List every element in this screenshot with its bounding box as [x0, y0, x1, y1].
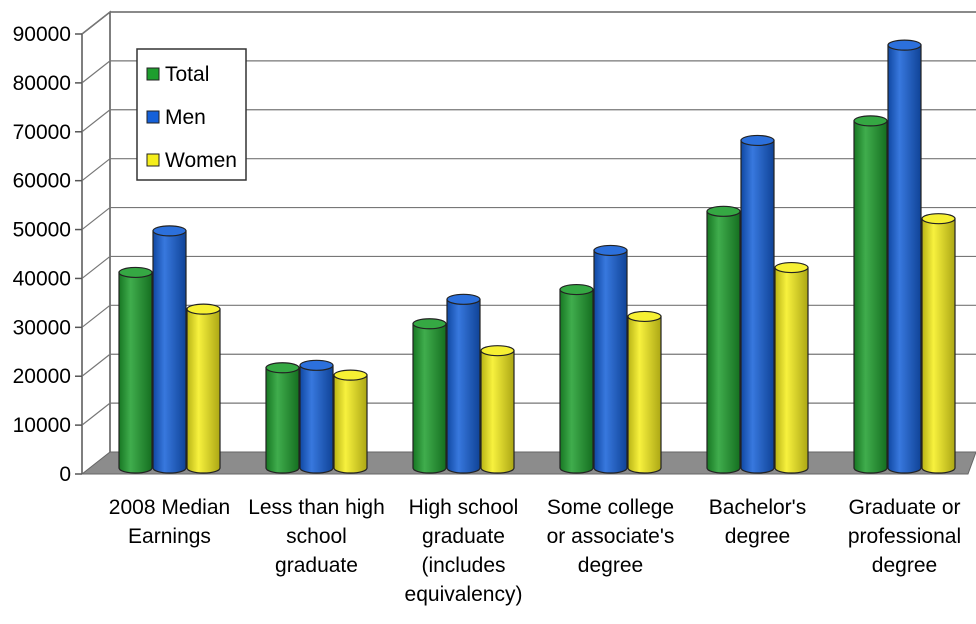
- y-tick-label: 70000: [13, 121, 71, 144]
- x-category-label: Some college or associate's degree: [547, 496, 675, 577]
- gridline: [81, 353, 976, 377]
- y-tick-label: 30000: [13, 316, 71, 339]
- y-tick-label: 60000: [13, 170, 71, 193]
- bar-men: [740, 134, 775, 474]
- x-category-label: High school graduate (includes equivalency): [405, 496, 523, 606]
- legend-swatch-women: [146, 153, 160, 167]
- legend-label-total: Total: [165, 63, 209, 86]
- y-tick-label: 90000: [13, 23, 71, 46]
- y-axis: 0 10000 20000 30000 40000 50000 60000 70000 8000…: [13, 23, 82, 486]
- bar-total: [853, 115, 888, 474]
- x-category-label: 2008 Median Earnings: [109, 496, 230, 548]
- bar-total: [412, 318, 447, 474]
- legend-label-women: Women: [165, 149, 237, 172]
- legend-swatch-total: [146, 67, 160, 81]
- y-tick-label: 50000: [13, 219, 71, 242]
- bar-men: [152, 225, 187, 474]
- gridline: [81, 304, 976, 328]
- bar-women: [921, 213, 956, 474]
- bar-women: [186, 303, 221, 474]
- bar-men: [299, 359, 334, 474]
- y-tick-label: 40000: [13, 267, 71, 290]
- bar-men: [446, 293, 481, 474]
- gridline: [81, 60, 976, 84]
- gridline: [81, 255, 976, 279]
- legend: Total Men Women: [136, 48, 247, 181]
- x-category-label: Bachelor's degree: [709, 496, 806, 548]
- bar-women: [480, 345, 515, 474]
- bar-total: [118, 266, 153, 474]
- bar-men: [887, 39, 922, 474]
- x-axis-labels: 2008 Median Earnings Less than high school g…: [109, 496, 961, 606]
- gridline: [81, 402, 976, 426]
- x-category-label: Less than high school graduate: [248, 496, 385, 577]
- bar-total: [265, 362, 300, 474]
- gridline: [81, 109, 976, 133]
- bars: [118, 39, 956, 474]
- gridlines: [81, 11, 976, 426]
- bar-total: [559, 283, 594, 474]
- y-tick-label: 20000: [13, 365, 71, 388]
- bar-women: [333, 369, 368, 474]
- bar-women: [627, 310, 662, 474]
- legend-swatch-men: [146, 110, 160, 124]
- bar-women: [774, 261, 809, 474]
- gridline: [81, 11, 976, 35]
- bar-men: [593, 244, 628, 474]
- legend-label-men: Men: [165, 106, 206, 129]
- y-tick-label: 0: [59, 463, 71, 486]
- bar-total: [706, 205, 741, 474]
- y-tick-label: 80000: [13, 72, 71, 95]
- x-category-label: Graduate or professional degree: [848, 496, 961, 577]
- gridline: [81, 206, 976, 231]
- gridline: [81, 158, 976, 182]
- y-tick-label: 10000: [13, 414, 71, 437]
